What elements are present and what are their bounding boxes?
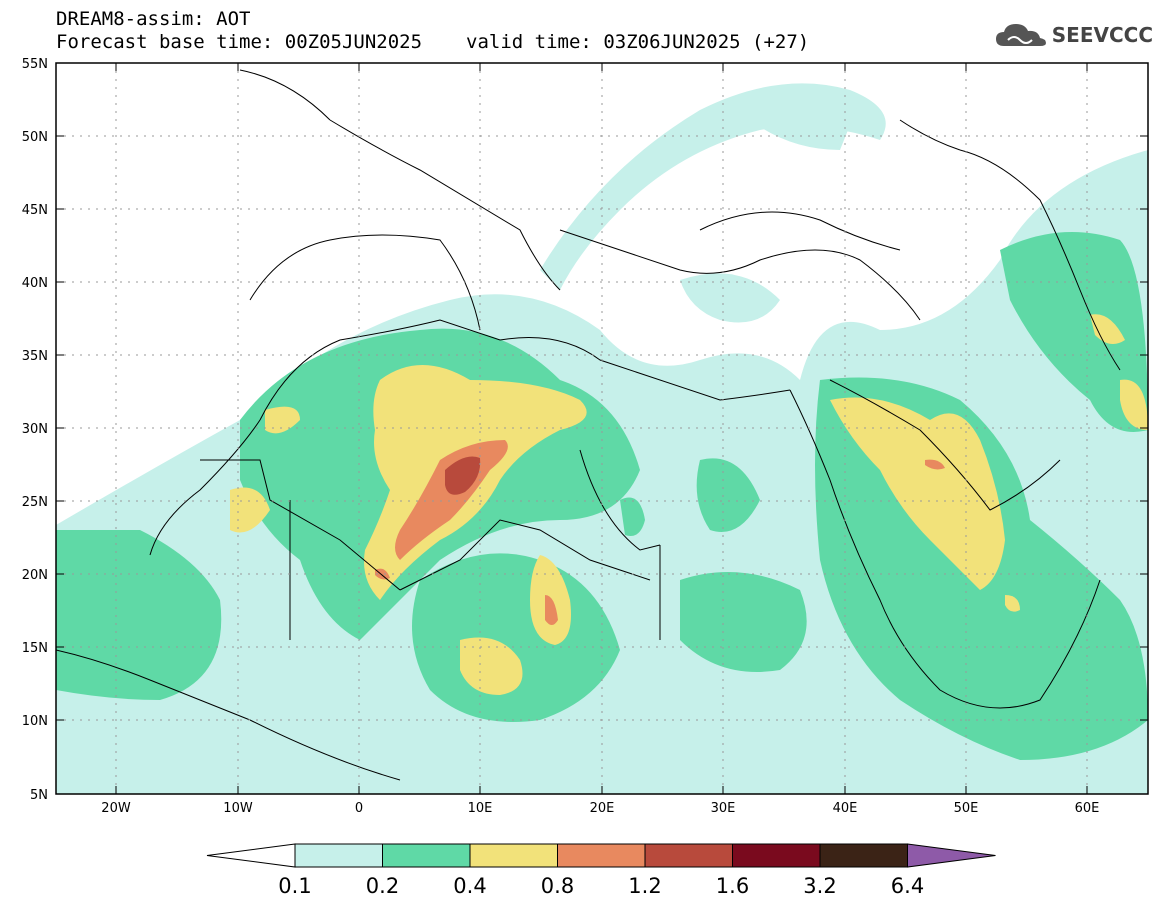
lon-label: 10E xyxy=(468,801,493,816)
lon-labels: 20W 10W 0 10E 20E 30E 40E 50E 60E xyxy=(101,801,1099,816)
lat-label: 45N xyxy=(22,203,48,218)
colorbar-box xyxy=(732,843,821,868)
base-time: Forecast base time: 00Z05JUN2025 xyxy=(56,31,423,53)
valid-time: valid time: 03Z06JUN2025 (+27) xyxy=(466,31,810,53)
colorbar: 0.1 0.2 0.4 0.8 1.2 1.6 3.2 6.4 xyxy=(206,843,996,898)
colorbar-label: 6.4 xyxy=(891,874,924,898)
seevccc-logo: SEEVCCC xyxy=(994,20,1153,50)
lat-label: 50N xyxy=(22,130,48,145)
grid xyxy=(56,63,1148,794)
aot-level-0.8 xyxy=(375,440,945,625)
lat-label: 15N xyxy=(22,641,48,656)
lat-label: 30N xyxy=(22,422,48,437)
lon-label: 10W xyxy=(223,801,253,816)
lat-labels: 55N 50N 45N 40N 35N 30N 25N 20N 15N 10N … xyxy=(22,57,48,803)
aot-level-1.2 xyxy=(445,456,481,495)
map-title: DREAM8-assim: AOT xyxy=(56,8,251,30)
colorbar-box xyxy=(294,843,383,868)
lat-label: 10N xyxy=(22,714,48,729)
lat-label: 40N xyxy=(22,276,48,291)
lat-label: 5N xyxy=(30,788,48,803)
lat-label: 55N xyxy=(22,57,48,72)
colorbar-label: 0.4 xyxy=(453,874,486,898)
cloud-icon xyxy=(995,24,1046,46)
logo-text: SEEVCCC xyxy=(1051,23,1153,47)
lon-label: 30E xyxy=(711,801,736,816)
colorbar-box xyxy=(382,843,471,868)
lat-ticks xyxy=(56,62,1148,721)
colorbar-box xyxy=(469,843,558,868)
forecast-times: Forecast base time: 00Z05JUN2025 valid ti… xyxy=(56,31,809,53)
colorbar-label: 3.2 xyxy=(803,874,836,898)
colorbar-label: 0.8 xyxy=(541,874,574,898)
colorbar-box xyxy=(557,843,646,868)
colorbar-label: 1.6 xyxy=(716,874,749,898)
lat-label: 25N xyxy=(22,495,48,510)
colorbar-over-triangle xyxy=(907,843,996,868)
colorbar-under-triangle xyxy=(206,843,296,868)
lat-label: 20N xyxy=(22,568,48,583)
lon-ticks xyxy=(115,63,1088,794)
colorbar-label: 1.2 xyxy=(628,874,661,898)
lon-label: 40E xyxy=(833,801,858,816)
colorbar-box xyxy=(819,843,908,868)
lon-label: 0 xyxy=(355,801,363,816)
lon-label: 20E xyxy=(590,801,615,816)
lon-label: 50E xyxy=(954,801,979,816)
colorbar-label: 0.1 xyxy=(278,874,311,898)
colorbar-label: 0.2 xyxy=(366,874,399,898)
colorbar-box xyxy=(644,843,733,868)
coastlines xyxy=(56,69,1121,781)
lon-label: 60E xyxy=(1075,801,1100,816)
lon-label: 20W xyxy=(101,801,131,816)
lat-label: 35N xyxy=(22,349,48,364)
